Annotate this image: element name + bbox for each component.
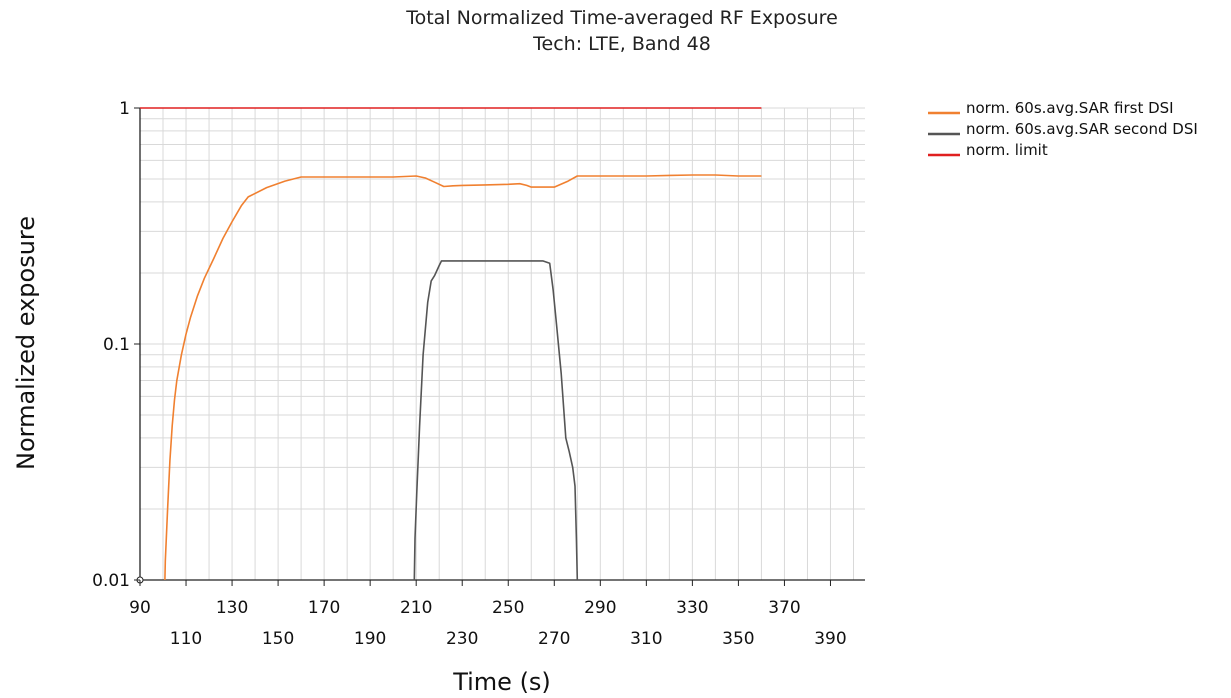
x-tick-label: 250 (492, 598, 524, 618)
series-layer (140, 107, 762, 581)
grid-layer (139, 107, 865, 581)
series-line-1 (164, 174, 762, 581)
x-tick-label: 370 (768, 598, 800, 618)
x-tick-label: 190 (354, 629, 386, 649)
tick-labels: 90 130 170 210 250 290 330 370 110 150 190 230 270 31… (92, 99, 847, 649)
x-tick-label: 150 (262, 629, 294, 649)
chart-title: Total Normalized Time-averaged RF Exposu… (405, 7, 838, 29)
x-tick-label: 290 (584, 598, 616, 618)
axes-layer (134, 107, 865, 586)
x-tick-label: 270 (538, 629, 570, 649)
x-tick-label: 310 (630, 629, 662, 649)
y-tick-label: 0.1 (103, 335, 130, 355)
legend-label-2: norm. 60s.avg.SAR second DSI (966, 120, 1198, 138)
x-tick-label: 350 (722, 629, 754, 649)
x-tick-label: 90 (129, 598, 151, 618)
legend-label-3: norm. limit (966, 141, 1048, 159)
x-tick-label: 210 (400, 598, 432, 618)
y-tick-label: 1 (119, 99, 130, 119)
legend-label-1: norm. 60s.avg.SAR first DSI (966, 99, 1174, 117)
legend: norm. 60s.avg.SAR first DSI norm. 60s.avg… (928, 99, 1198, 159)
x-tick-label: 390 (814, 629, 846, 649)
x-axis-label: Time (s) (452, 668, 551, 696)
x-tick-label: 170 (308, 598, 340, 618)
x-tick-label: 330 (676, 598, 708, 618)
y-tick-label: 0.01 (92, 571, 130, 591)
x-tick-label: 230 (446, 629, 478, 649)
chart-subtitle: Tech: LTE, Band 48 (532, 33, 711, 55)
x-tick-label: 130 (216, 598, 248, 618)
y-axis-label: Normalized exposure (12, 216, 40, 470)
series-line-2 (413, 260, 579, 581)
x-tick-label: 110 (170, 629, 202, 649)
